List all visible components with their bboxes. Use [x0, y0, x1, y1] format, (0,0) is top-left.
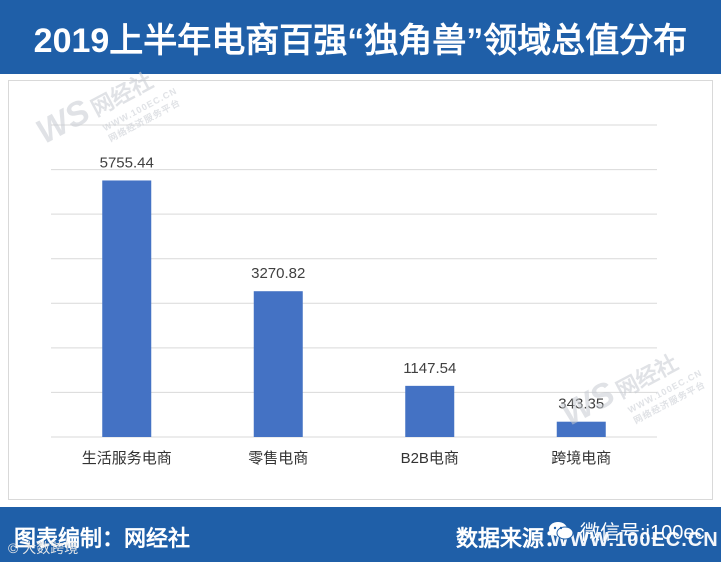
x-tick-label: 跨境电商	[551, 449, 611, 467]
x-tick-label: 零售电商	[248, 450, 308, 467]
wechat-id: 微信号:i100ec	[580, 522, 705, 544]
chart-panel: 5755.44 生活服务电商 3270.82 零售电商 1147.54 B2B电商 343.…	[8, 80, 713, 500]
data-label: 3270.82	[251, 265, 305, 282]
bar	[405, 385, 455, 437]
bar	[253, 291, 303, 437]
data-source-label: 数据来源：	[456, 526, 567, 551]
bar	[102, 180, 152, 438]
source-mark: © 大数跨境	[8, 540, 79, 556]
data-label: 343.35	[558, 396, 604, 413]
data-source-url: WWW.100EC.CN	[550, 529, 719, 551]
x-tick-label: B2B电商	[401, 450, 459, 467]
wechat-handle: 微信号:i100ec	[548, 516, 705, 545]
page-title: 2019上半年电商百强“独角兽”领域总值分布	[0, 0, 721, 74]
x-tick-label: 生活服务电商	[82, 450, 172, 467]
data-label: 5755.44	[100, 154, 154, 171]
wechat-icon	[549, 521, 574, 539]
chart-credit: 图表编制：网经社	[14, 526, 191, 551]
data-label: 1147.54	[403, 360, 456, 377]
bar-chart: 5755.44 生活服务电商 3270.82 零售电商 1147.54 B2B电商 343.…	[51, 124, 657, 467]
bar	[556, 421, 606, 437]
footer-bar: 图表编制：网经社 数据来源： WWW.100EC.CN	[0, 507, 721, 562]
